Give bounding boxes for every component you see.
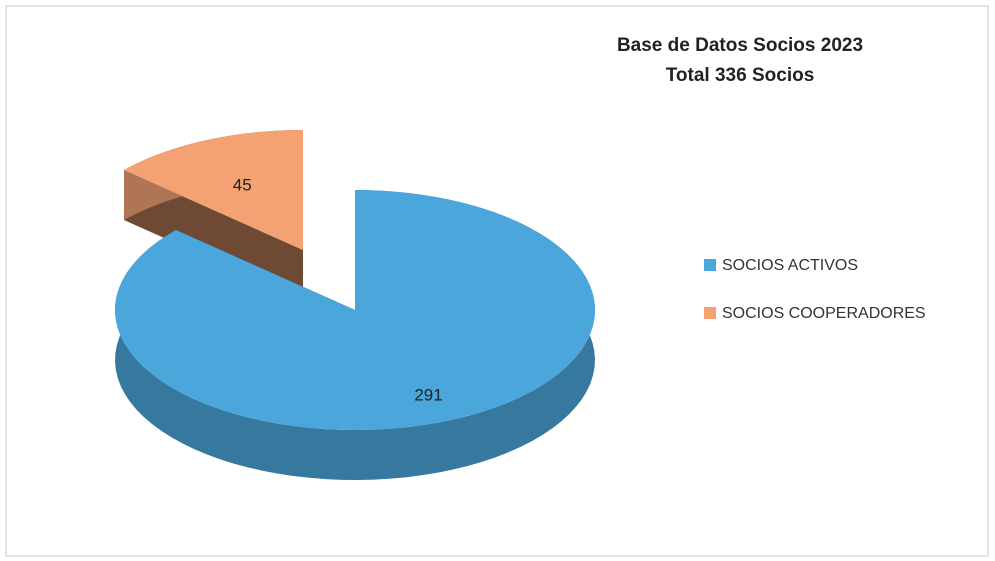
- chart-title: Base de Datos Socios 2023: [617, 35, 863, 56]
- legend-swatch: [704, 259, 716, 271]
- legend: SOCIOS ACTIVOS SOCIOS COOPERADORES: [704, 257, 926, 322]
- slice-top: [124, 130, 303, 250]
- data-label: 45: [233, 176, 252, 195]
- data-label: 291: [414, 386, 442, 405]
- chart-subtitle: Total 336 Socios: [666, 65, 815, 86]
- pie: 45 291: [114, 130, 596, 480]
- legend-label: SOCIOS ACTIVOS: [722, 257, 858, 274]
- slice-top: [114, 190, 596, 430]
- pie-slice: [114, 190, 596, 480]
- legend-swatch: [704, 307, 716, 319]
- legend-label: SOCIOS COOPERADORES: [722, 305, 926, 322]
